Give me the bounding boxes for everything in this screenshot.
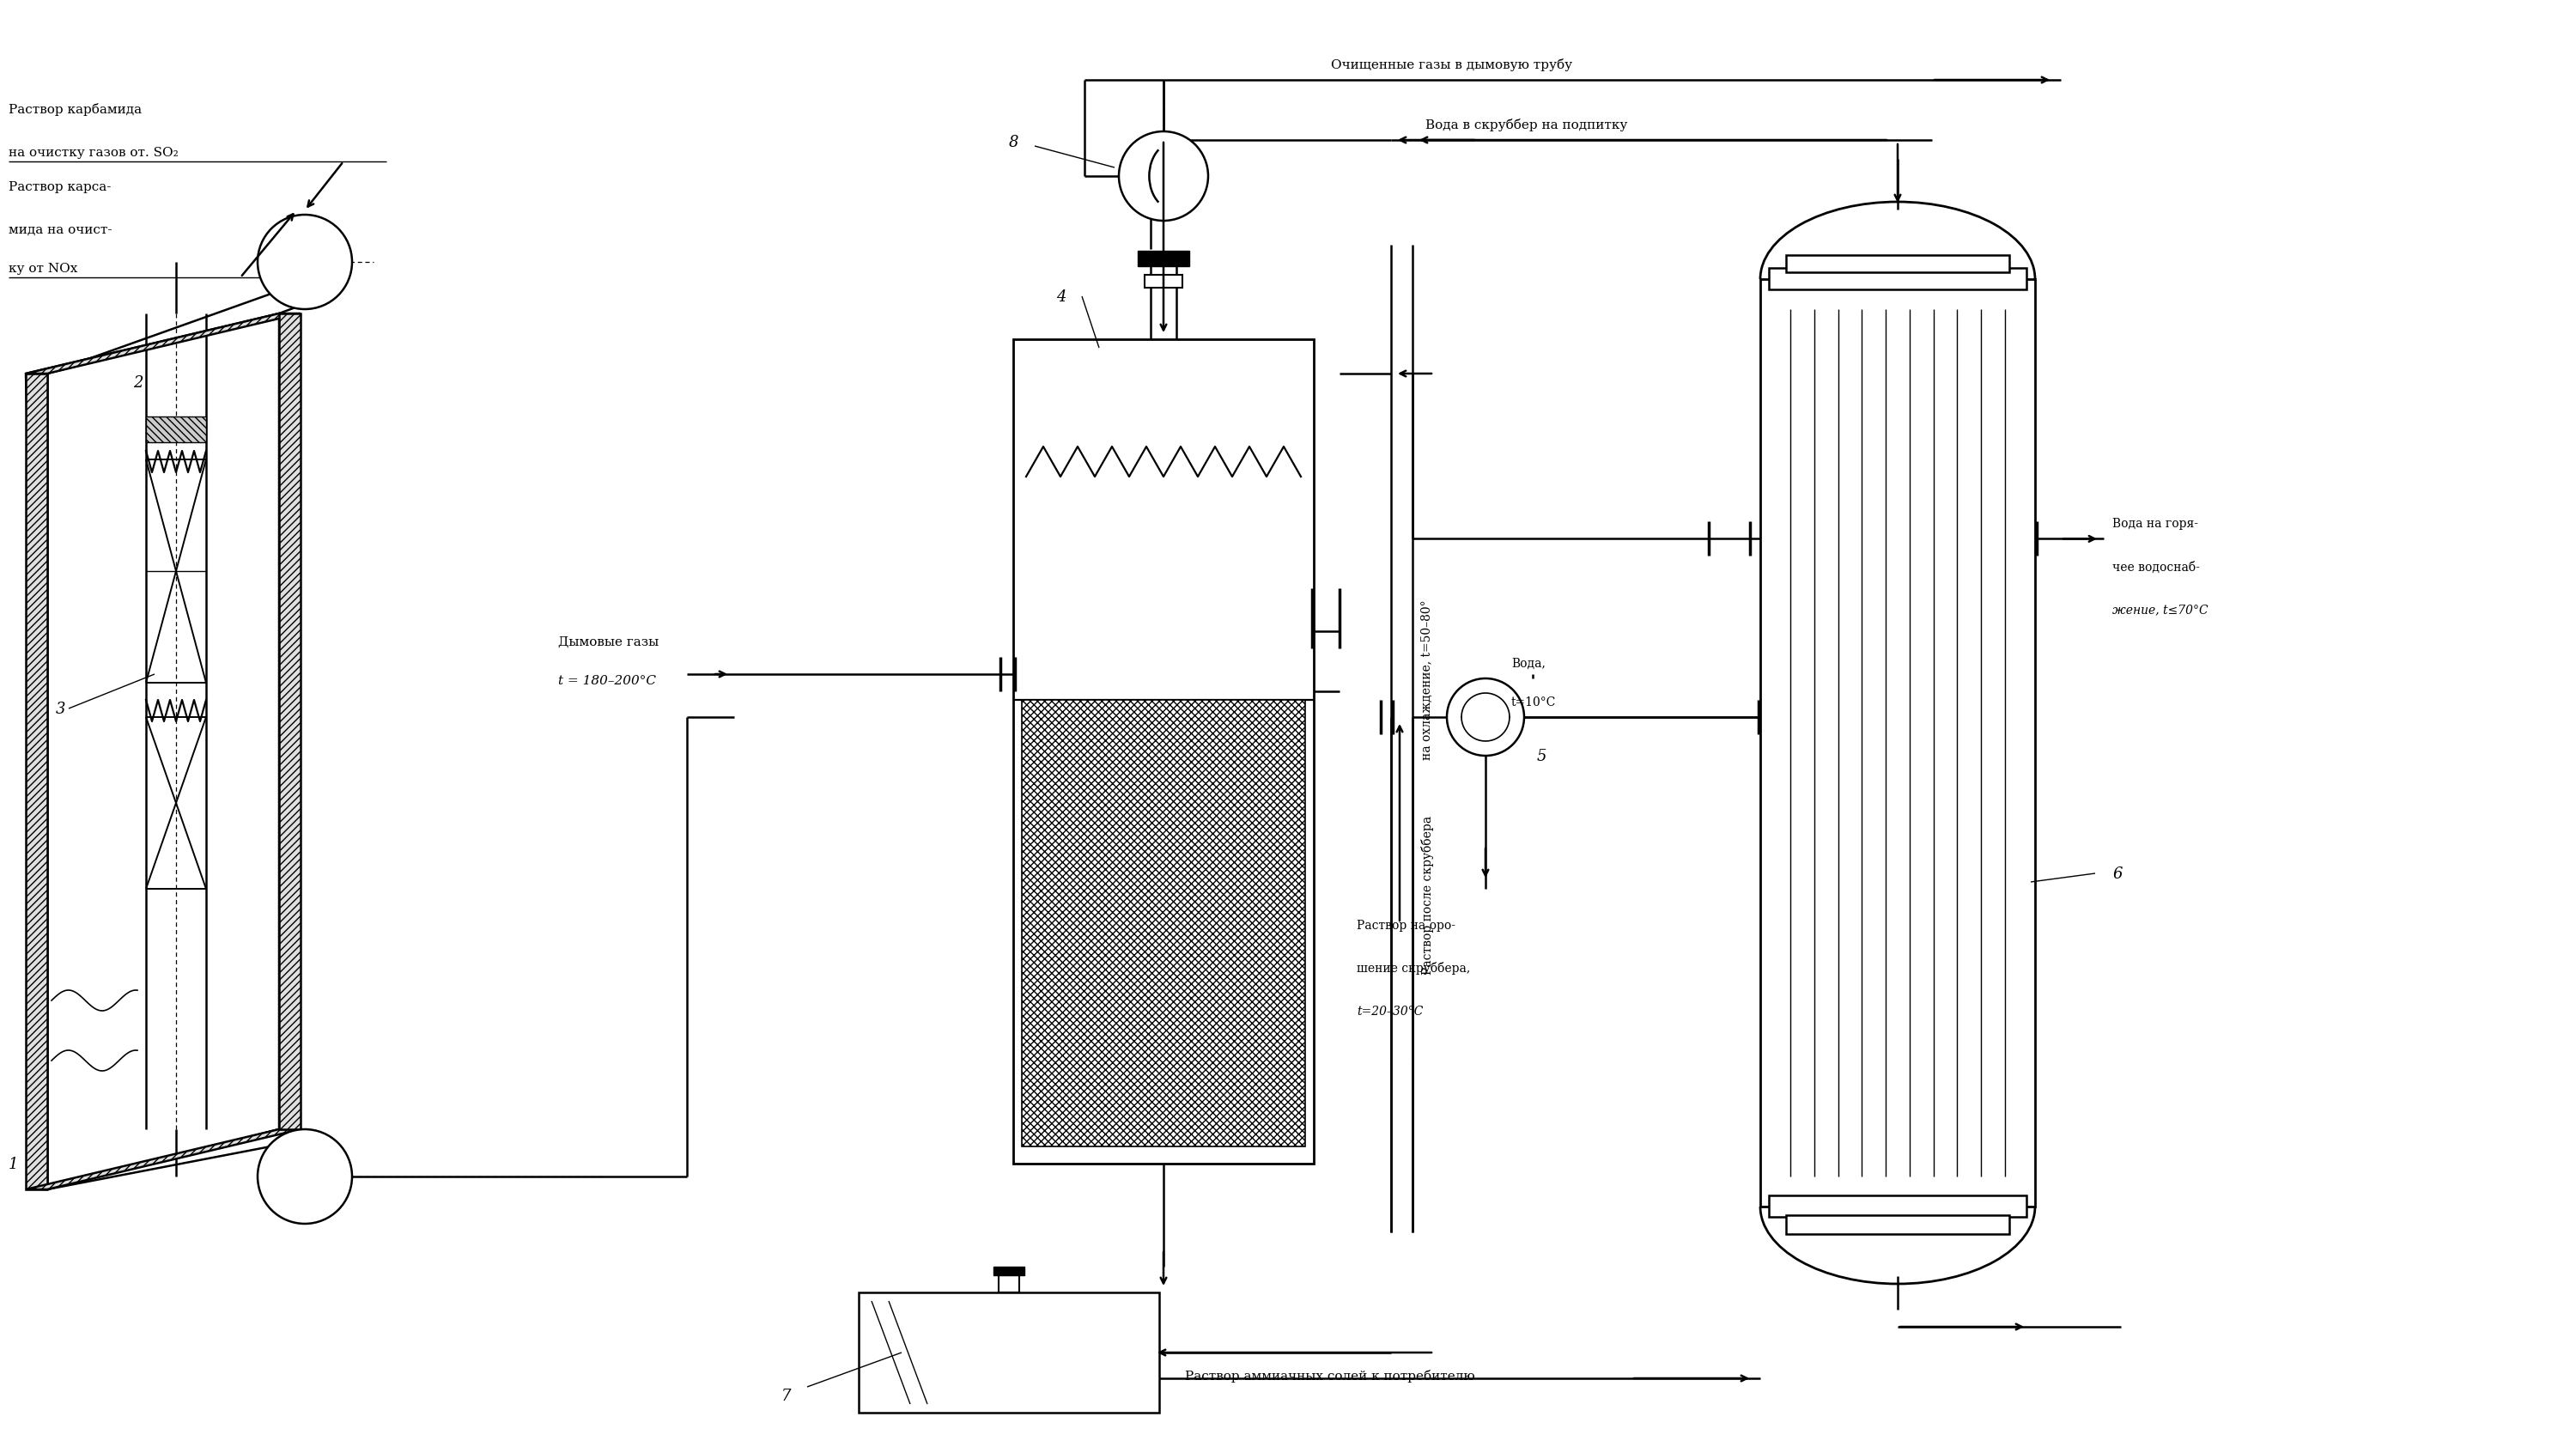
Text: Раствор карса-: Раствор карса- [8,181,111,194]
Bar [1759,279,2035,1207]
Text: 2: 2 [134,375,144,391]
Polygon shape [26,314,301,373]
Text: t=10°C: t=10°C [1512,696,1556,709]
Bar [278,314,301,1129]
Text: мида на очист-: мида на очист- [8,224,113,236]
Text: на очистку газов от. SO₂: на очистку газов от. SO₂ [8,146,178,159]
Bar [1012,339,1314,1163]
Text: 6: 6 [2112,867,2123,881]
Text: Раствор после скруббера: Раствор после скруббера [1422,816,1435,975]
Bar [858,1292,1159,1412]
Text: ку от NOx: ку от NOx [8,263,77,275]
Bar [994,1266,1025,1275]
Circle shape [258,214,353,310]
Circle shape [1118,132,1208,221]
Bar [1023,700,1306,1146]
Text: Вода,: Вода, [1512,658,1546,670]
Text: Дымовые газы: Дымовые газы [559,637,659,648]
Bar [1144,275,1182,288]
Text: 7: 7 [781,1389,791,1404]
Text: 1: 1 [8,1156,18,1172]
Bar [1139,250,1190,266]
Circle shape [1448,679,1525,755]
Text: Вода на горя-: Вода на горя- [2112,518,2197,530]
Text: 3: 3 [57,702,67,718]
Text: жение, t≤70°C: жение, t≤70°C [2112,603,2208,616]
Text: Раствор на оро-: Раствор на оро- [1358,920,1455,932]
Text: t=20–30°C: t=20–30°C [1358,1006,1422,1017]
Text: Раствор аммиачных солей к потребителю: Раствор аммиачных солей к потребителю [1185,1370,1476,1382]
Bar [1785,1215,2009,1234]
Text: t = 180–200°C: t = 180–200°C [559,674,657,687]
Circle shape [258,1129,353,1224]
Polygon shape [26,314,278,1189]
Polygon shape [26,373,46,1189]
Bar [1785,255,2009,272]
Text: Вода в скруббер на подпитку: Вода в скруббер на подпитку [1425,119,1628,132]
Text: шение скруббера,: шение скруббера, [1358,962,1471,975]
Text: на охлаждение, t=50–80°: на охлаждение, t=50–80° [1422,599,1432,760]
Bar [147,417,206,443]
Bar [1770,1195,2027,1217]
Polygon shape [26,1129,301,1189]
Text: Очищенные газы в дымовую трубу: Очищенные газы в дымовую трубу [1332,58,1571,71]
Text: 8: 8 [1010,135,1018,150]
Bar [999,1275,1020,1292]
Text: 5: 5 [1538,750,1546,764]
Text: 4: 4 [1056,289,1066,305]
Text: чее водоснаб-: чее водоснаб- [2112,561,2200,573]
Bar [1770,268,2027,289]
Text: Раствор карбамида: Раствор карбамида [8,103,142,116]
